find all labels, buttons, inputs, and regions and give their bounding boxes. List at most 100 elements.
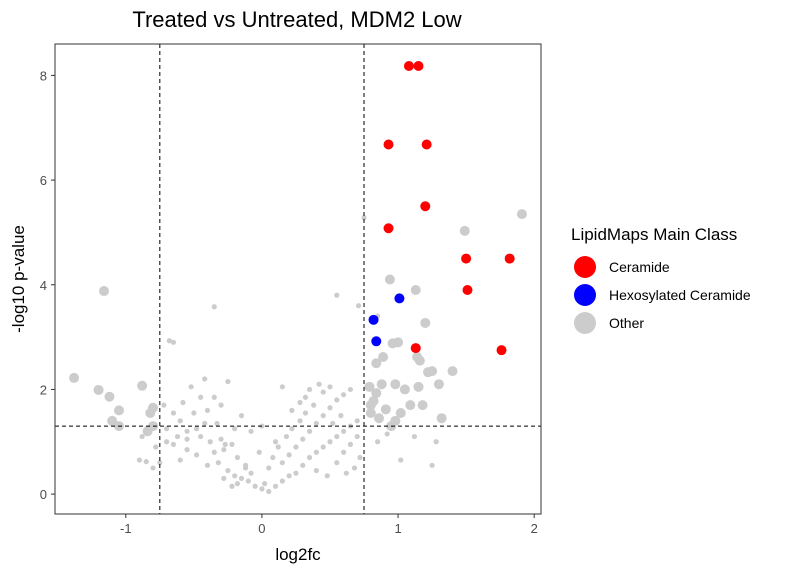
point-other — [447, 366, 458, 377]
point-other — [384, 431, 390, 437]
point-other — [334, 433, 340, 440]
plot-background — [55, 44, 541, 514]
point-other — [355, 303, 362, 309]
point-hexosylated-ceramide — [371, 336, 382, 347]
y-tick-label: 4 — [40, 278, 47, 293]
point-other — [327, 384, 333, 390]
point-other — [184, 447, 190, 453]
point-other — [170, 339, 177, 345]
point-other — [222, 441, 228, 447]
point-other — [297, 418, 303, 424]
point-other — [334, 397, 340, 403]
point-other — [166, 338, 172, 344]
point-other — [324, 473, 330, 479]
point-other — [347, 441, 354, 447]
point-hexosylated-ceramide — [394, 293, 405, 304]
point-other — [245, 478, 251, 484]
point-other — [371, 388, 382, 399]
point-other — [211, 449, 217, 455]
point-other — [218, 402, 224, 408]
points-layer — [69, 60, 527, 495]
point-other — [262, 481, 268, 487]
point-other — [293, 470, 299, 476]
point-other — [297, 399, 303, 406]
point-other — [184, 436, 190, 442]
point-other — [427, 366, 438, 377]
point-other — [218, 436, 224, 442]
point-other — [306, 386, 313, 393]
legend-title: LipidMaps Main Class — [571, 225, 737, 244]
point-other — [184, 428, 190, 434]
point-other — [252, 483, 258, 489]
point-other — [311, 402, 317, 408]
point-other — [161, 402, 167, 408]
point-other — [320, 444, 326, 450]
point-other — [405, 400, 416, 411]
point-other — [256, 449, 262, 455]
point-other — [207, 439, 213, 445]
point-other — [306, 454, 313, 461]
point-other — [354, 418, 360, 424]
x-tick-label: -1 — [120, 521, 132, 536]
point-other — [361, 215, 367, 221]
point-other — [225, 378, 231, 385]
legend: LipidMaps Main Class Ceramide Hexosylated… — [571, 225, 751, 334]
point-other — [417, 400, 428, 411]
point-other — [378, 351, 389, 362]
point-other — [343, 470, 349, 476]
point-other — [204, 407, 211, 413]
point-other — [334, 292, 340, 298]
point-other — [211, 394, 217, 400]
legend-label-hexosylated-ceramide: Hexosylated Ceramide — [609, 287, 751, 303]
point-other — [398, 457, 404, 463]
point-other — [204, 462, 211, 468]
point-other — [384, 274, 395, 285]
point-other — [170, 410, 177, 416]
plot-border — [54, 43, 542, 515]
point-other — [371, 358, 382, 369]
point-ceramide — [496, 345, 507, 356]
point-other — [143, 459, 149, 465]
point-other — [266, 488, 272, 495]
y-tick-label: 0 — [40, 487, 47, 502]
point-other — [293, 444, 299, 450]
point-other — [413, 381, 424, 392]
point-other — [347, 386, 354, 393]
point-other — [341, 428, 347, 434]
point-ceramide — [421, 139, 432, 150]
point-other — [313, 449, 319, 455]
point-other — [306, 428, 313, 434]
y-tick-label: 8 — [40, 68, 47, 83]
legend-key-other — [574, 312, 596, 334]
point-other — [300, 462, 306, 468]
point-other — [107, 415, 118, 426]
x-tick-label: 1 — [394, 521, 401, 536]
point-other — [289, 407, 295, 413]
point-ceramide — [420, 201, 431, 212]
point-other — [170, 441, 177, 447]
y-axis: 0 2 4 6 8 — [40, 68, 55, 502]
point-ceramide — [410, 343, 421, 354]
point-other — [365, 407, 376, 418]
point-ceramide — [461, 253, 472, 264]
plot-area — [54, 43, 542, 515]
point-ceramide — [383, 139, 394, 150]
point-other — [351, 465, 358, 471]
point-ceramide — [462, 284, 473, 295]
point-other — [221, 447, 227, 453]
legend-key-ceramide — [574, 256, 596, 278]
point-other — [270, 454, 276, 461]
point-hexosylated-ceramide — [368, 314, 379, 325]
point-other — [279, 478, 285, 484]
point-other — [180, 399, 186, 406]
legend-label-other: Other — [609, 315, 644, 331]
legend-label-ceramide: Ceramide — [609, 259, 670, 275]
point-other — [232, 473, 238, 479]
point-other — [248, 470, 254, 476]
y-tick-label: 2 — [40, 382, 47, 397]
point-other — [286, 473, 292, 479]
point-other — [214, 420, 220, 427]
point-other — [429, 462, 435, 468]
point-other — [300, 436, 306, 442]
point-other — [286, 452, 292, 458]
